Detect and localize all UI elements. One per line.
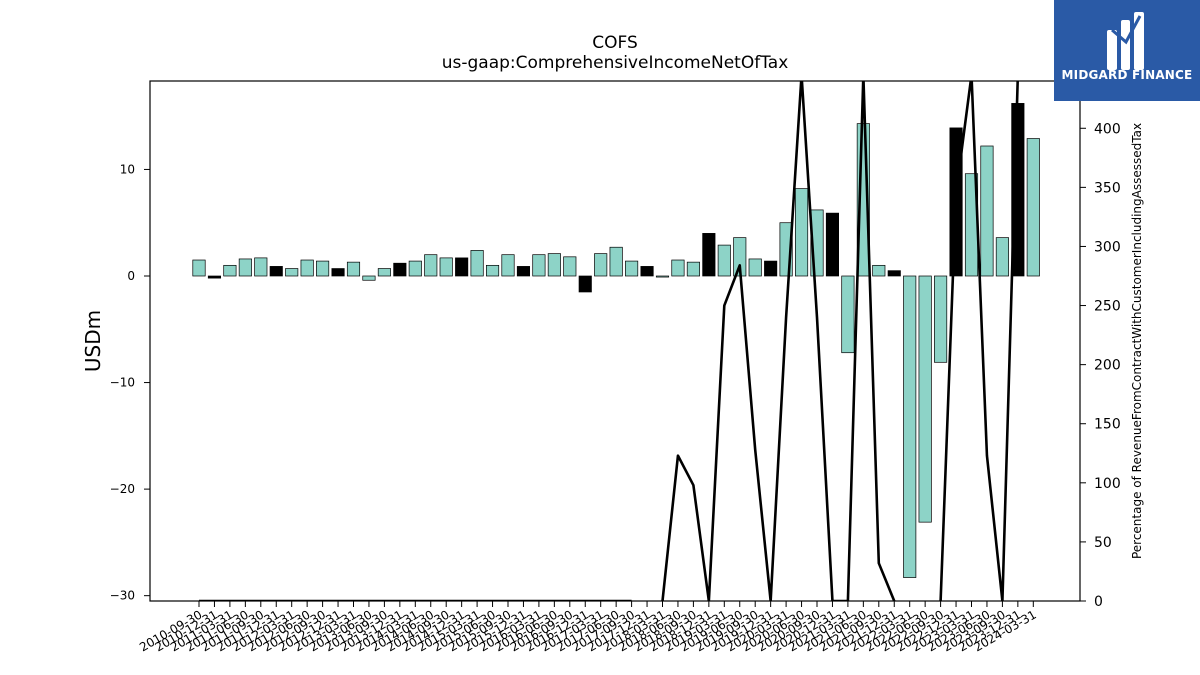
midgard-logo-icon — [1107, 12, 1144, 70]
bar-2018-06-30 — [671, 259, 685, 277]
bar-2012-06-30 — [300, 259, 314, 277]
y-tick-label: 0 — [127, 269, 135, 283]
bar-2016-09-30 — [563, 256, 577, 277]
bar-2017-09-30 — [625, 260, 639, 277]
chart-title: COFS — [592, 33, 638, 53]
bar-2015-09-30 — [501, 254, 515, 277]
bar-2019-03-31 — [717, 244, 731, 277]
bar-2020-12-31 — [825, 212, 839, 277]
y-axis-label: USDm — [81, 310, 105, 372]
y-axis-left: −30 −20 −10 0 10 — [110, 162, 150, 603]
bar-2016-06-30 — [547, 253, 561, 277]
y-axis-right: 0 50 100 150 200 250 300 350 400 — [1080, 121, 1121, 610]
y2-tick-label: 350 — [1094, 180, 1121, 196]
line-path — [199, 81, 1019, 601]
y-tick-label: −20 — [110, 482, 135, 496]
bar-2021-09-30 — [872, 264, 886, 277]
bar-2011-12-31 — [269, 266, 283, 277]
bar-2010-12-31 — [207, 275, 221, 279]
logo-text: MIDGARD FINANCE — [1061, 68, 1193, 82]
bar-2015-12-31 — [516, 266, 530, 277]
bar-series — [192, 103, 1040, 578]
bar-2021-12-31 — [887, 270, 901, 277]
bar-2017-12-31 — [640, 266, 654, 277]
y-tick-label: −30 — [110, 589, 135, 603]
bar-2018-03-31 — [655, 275, 670, 278]
bar-2019-09-30 — [748, 258, 762, 277]
bar-2021-03-31 — [841, 275, 855, 354]
bar-2012-09-30 — [316, 260, 330, 277]
y2-tick-label: 100 — [1094, 476, 1121, 492]
bar-2010-09-30 — [192, 259, 206, 277]
y2-tick-label: 250 — [1094, 299, 1121, 315]
bar-2022-03-31 — [903, 275, 917, 578]
bar-2020-06-30 — [794, 188, 809, 277]
midgard-finance-logo: MIDGARD FINANCE — [1054, 0, 1200, 101]
bar-2022-09-30 — [934, 275, 948, 363]
bar-2012-03-31 — [285, 268, 299, 277]
bar-2015-06-30 — [486, 264, 500, 277]
y2-tick-label: 50 — [1094, 535, 1112, 551]
bar-2023-09-30 — [995, 237, 1009, 277]
x-axis: 2010-09-302010-12-312011-03-312011-06-30… — [137, 601, 1039, 654]
bar-2011-06-30 — [238, 258, 252, 277]
bar-2016-03-31 — [532, 254, 546, 277]
bar-2017-03-31 — [594, 253, 608, 277]
bar-2013-06-30 — [362, 275, 376, 281]
bar-2015-03-31 — [470, 250, 484, 277]
bar-2017-06-30 — [609, 246, 623, 277]
bar-2018-09-30 — [686, 261, 700, 277]
y2-tick-label: 300 — [1094, 239, 1121, 255]
line-series — [199, 81, 1019, 601]
bar-2013-12-31 — [393, 262, 407, 277]
bar-2014-03-31 — [408, 260, 422, 277]
bar-2013-09-30 — [377, 268, 391, 277]
bar-2014-09-30 — [439, 257, 453, 277]
chart-subtitle: us-gaap:ComprehensiveIncomeNetOfTax — [442, 53, 789, 73]
bar-2012-12-31 — [331, 268, 345, 277]
bar-2023-06-30 — [980, 145, 994, 277]
bar-2014-12-31 — [455, 257, 469, 277]
y2-tick-label: 0 — [1094, 594, 1103, 610]
bar-2013-03-31 — [346, 261, 361, 277]
y2-tick-label: 200 — [1094, 358, 1121, 374]
plot-frame — [149, 80, 1081, 602]
bar-2024-03-31 — [1026, 138, 1040, 277]
y2-tick-label: 150 — [1094, 417, 1121, 433]
y-tick-label: −10 — [110, 376, 135, 390]
y2-tick-label: 400 — [1094, 121, 1121, 137]
bar-2011-03-31 — [223, 264, 237, 277]
bar-2016-12-31 — [578, 275, 592, 293]
y2-axis-label: Percentage of RevenueFromContractWithCus… — [1130, 123, 1144, 559]
bar-2011-09-30 — [254, 257, 268, 277]
bar-2014-06-30 — [424, 254, 438, 277]
bar-2022-06-30 — [918, 275, 932, 523]
bar-2019-12-31 — [764, 260, 778, 277]
y-tick-label: 10 — [120, 162, 135, 176]
bar-2018-12-31 — [702, 233, 716, 277]
